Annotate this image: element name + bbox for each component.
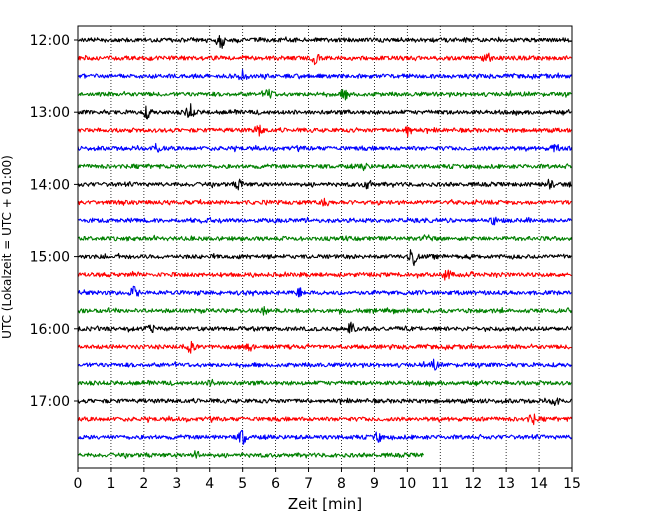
x-axis-ticks: 0 1 2 3 4 5 6 7 8 9 10 11 12 13 14 15 (74, 468, 581, 492)
x-tick-label: 13 (497, 476, 515, 492)
y-tick-label: 12:00 (30, 33, 70, 49)
y-axis-ticks: 12:00 13:00 14:00 15:00 16:00 17:00 (30, 33, 78, 410)
y-tick-label: 15:00 (30, 250, 70, 266)
x-tick-label: 4 (205, 476, 214, 492)
seismic-trace (77, 450, 424, 459)
x-tick-label: 11 (431, 476, 449, 492)
seismic-traces (77, 34, 573, 459)
x-tick-label: 5 (238, 476, 247, 492)
x-tick-label: 2 (139, 476, 148, 492)
seismic-trace (77, 103, 572, 120)
y-tick-label: 13:00 (30, 105, 70, 121)
x-tick-label: 8 (337, 476, 346, 492)
x-tick-label: 7 (304, 476, 313, 492)
x-tick-label: 0 (74, 476, 83, 492)
seismic-trace (77, 285, 572, 298)
seismic-trace (77, 340, 572, 354)
seismic-trace (77, 358, 572, 371)
seismic-trace (77, 88, 572, 101)
seismic-trace (77, 178, 572, 191)
y-axis-label: UTC (Lokalzeit = UTC + 01:00) (0, 155, 14, 339)
x-tick-label: 1 (106, 476, 115, 492)
seismic-trace (77, 249, 572, 267)
seismic-trace (77, 197, 572, 207)
x-tick-label: 6 (271, 476, 280, 492)
seismic-trace (77, 68, 573, 81)
plot-frame (77, 25, 573, 469)
y-tick-label: 16:00 (30, 322, 70, 338)
x-tick-label: 15 (563, 476, 581, 492)
seismic-trace (77, 142, 573, 153)
seismic-trace (77, 52, 572, 66)
seismic-trace (77, 234, 573, 242)
x-tick-label: 10 (398, 476, 416, 492)
seismic-trace (77, 162, 572, 172)
seismic-trace (77, 269, 572, 281)
x-tick-label: 9 (370, 476, 379, 492)
y-tick-label: 14:00 (30, 177, 70, 193)
seismic-trace (77, 124, 572, 138)
x-tick-label: 3 (172, 476, 181, 492)
y-tick-label: 17:00 (30, 394, 70, 410)
x-axis-label: Zeit [min] (288, 495, 362, 513)
seismic-trace (77, 321, 572, 334)
seismic-trace (77, 34, 572, 49)
x-tick-label: 14 (530, 476, 548, 492)
seismic-trace (77, 397, 572, 407)
x-tick-label: 12 (464, 476, 482, 492)
seismic-trace (77, 216, 572, 226)
seismic-trace (77, 413, 573, 426)
seismic-trace (77, 429, 572, 445)
seismic-trace (77, 378, 572, 387)
seismic-trace (77, 305, 573, 316)
